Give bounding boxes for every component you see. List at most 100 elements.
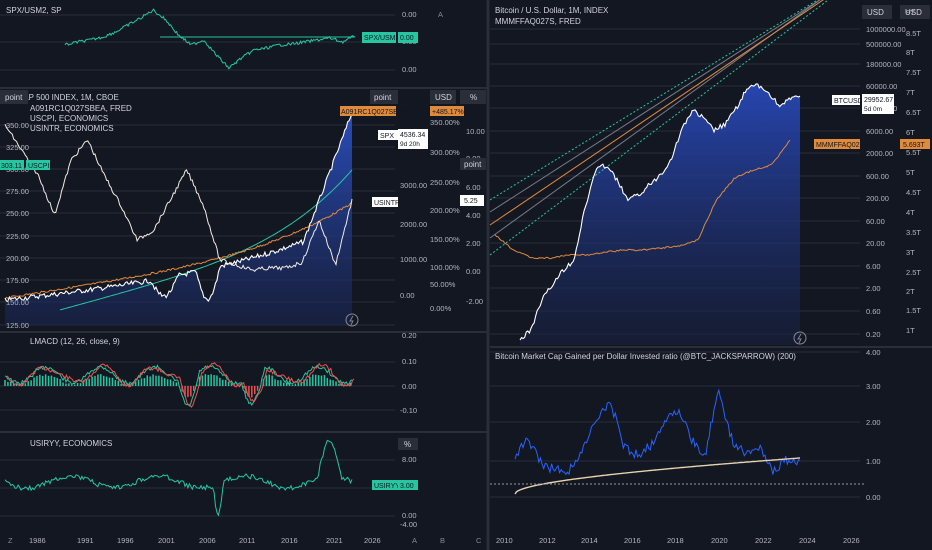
x-tick-label: 2006 xyxy=(199,536,216,545)
y-tick: 0.10 xyxy=(402,357,417,366)
x-tick-label: 2010 xyxy=(496,536,513,545)
point-button-right-label: point xyxy=(464,160,482,169)
t-tick-label: 2.5T xyxy=(906,268,921,277)
t-tick-label: 3.5T xyxy=(906,228,921,237)
spx-m2-line xyxy=(64,8,356,70)
ratio-tick-label: 3.00 xyxy=(866,382,881,391)
x-tick-label: 1986 xyxy=(29,536,46,545)
usiryy-tag xyxy=(372,480,398,490)
left-column: SPX/USM2, SP 0.00 0.00 0.00 SPX/USM2 0.0… xyxy=(0,0,490,550)
usd-button-b-label: USD xyxy=(905,8,922,17)
usiryy-percent-label: % xyxy=(404,440,411,449)
usiryy-percent-button[interactable] xyxy=(398,438,418,450)
pct-tick-label: 50.00% xyxy=(430,280,456,289)
price-tick-label: 2.00 xyxy=(866,284,881,293)
lightning-icon-right[interactable] xyxy=(793,331,807,345)
a091-line xyxy=(60,169,353,311)
spx-countdown: 9d 20h xyxy=(400,141,420,148)
btc-value-tag xyxy=(862,94,894,114)
usd-button-a-label: USD xyxy=(867,8,884,17)
mid-tick-label: 1000.00 xyxy=(400,255,427,264)
right-axis-ticks: 1000000.00 500000.00 180000.00 60000.00 2000… xyxy=(866,8,921,502)
point-button-mid[interactable] xyxy=(370,90,398,104)
ratio-tick-label: 0.00 xyxy=(866,493,881,502)
price-tick-label: 200.00 xyxy=(866,194,889,203)
t-tick-label: 7T xyxy=(906,88,915,97)
t-tick-label: 1.5T xyxy=(906,306,921,315)
left-tick-label: 125.00 xyxy=(6,321,29,330)
x-axis-marker: Z xyxy=(8,536,13,545)
t-tick-label: 5.5T xyxy=(906,148,921,157)
spx-m2-tag-bg xyxy=(362,32,396,43)
y-tick: 0.00 xyxy=(402,511,417,520)
usiryy-line xyxy=(4,439,353,517)
spx-value: 4536.34 xyxy=(400,132,425,139)
usintr-value-tag xyxy=(460,195,484,206)
usd-button-a[interactable] xyxy=(862,5,892,19)
y-tick: 0.00 xyxy=(402,65,417,74)
t-tick-label: 4T xyxy=(906,208,915,217)
y-tick: -0.10 xyxy=(400,406,417,415)
lightning-glyph xyxy=(349,315,354,326)
btc-tag-label: BTCUSD xyxy=(834,98,863,105)
usd-button[interactable] xyxy=(430,90,456,104)
x-tick-label: 2024 xyxy=(799,536,816,545)
lightning-icon[interactable] xyxy=(345,313,359,327)
price-tick-label: 1000000.00 xyxy=(866,25,906,34)
x-tick-label: 2016 xyxy=(281,536,298,545)
usd-button-b[interactable] xyxy=(900,5,930,19)
x-tick-label: 2020 xyxy=(711,536,728,545)
left-tick-label: 275.00 xyxy=(6,187,29,196)
t-tick-label: 9T xyxy=(906,8,915,17)
right-tick-label: 6.00 xyxy=(466,183,481,192)
pct-tick-label: 150.00% xyxy=(430,235,460,244)
y-tick: 0.00 xyxy=(402,382,417,391)
mmm-value-tag xyxy=(900,139,930,149)
spx-m2-tag-value-bg xyxy=(398,32,418,43)
usiryy-value-tag xyxy=(398,480,418,490)
x-tick-label: 2012 xyxy=(539,536,556,545)
uscpi-value: 303.11 xyxy=(1,163,22,170)
left-time-axis: 1986 1991 1996 2001 2006 2011 2016 2021 2026 Z A B C xyxy=(8,536,482,545)
x-axis-marker: A xyxy=(412,536,417,545)
point-button-mid-label: point xyxy=(374,93,392,102)
mid-tick-label: 2000.00 xyxy=(400,220,427,229)
t-tick-label: 6.5T xyxy=(906,108,921,117)
usiryy-panel: USIRYY, ECONOMICS % 8.00 4.00 0.00 -4.00… xyxy=(0,438,418,529)
usintr-line xyxy=(4,124,353,273)
ratio-tick-label: 1.00 xyxy=(866,457,881,466)
pct-tick-label: 350.00% xyxy=(430,118,460,127)
right-tick-label: 10.00 xyxy=(466,127,485,136)
percent-button[interactable] xyxy=(460,90,486,104)
right-tick-label: 0.00 xyxy=(466,267,481,276)
x-tick-label: 2026 xyxy=(843,536,860,545)
right-time-axis: 2010 2012 2014 2016 2018 2020 2022 2024 2026 xyxy=(496,536,860,545)
ratio-sma-line xyxy=(514,457,801,495)
mmm-value: 5.693T xyxy=(903,142,926,149)
t-tick-label: 6T xyxy=(906,128,915,137)
left-tick-label: 250.00 xyxy=(6,209,29,218)
spx-subtitle-1: A091RC1Q027SBEA, FRED xyxy=(30,104,132,113)
spx-subtitle-3: USINTR, ECONOMICS xyxy=(30,124,114,133)
mid-tick-label: 0.00 xyxy=(400,291,415,300)
y-tick: -4.00 xyxy=(400,520,417,529)
btc-subtitle: MMMFFAQ027S, FRED xyxy=(495,17,581,26)
x-tick-label: 2001 xyxy=(158,536,175,545)
t-tick-label: 4.5T xyxy=(906,188,921,197)
right-tick-label: 4.00 xyxy=(466,211,481,220)
left-tick-label: 325.00 xyxy=(6,143,29,152)
macd-histogram xyxy=(4,374,352,398)
x-tick-label: 1996 xyxy=(117,536,134,545)
channel-line xyxy=(489,0,819,201)
y-tick: 0.00 xyxy=(402,10,417,19)
right-tick-label: -2.00 xyxy=(466,297,483,306)
y-tick: 0.20 xyxy=(402,331,417,340)
price-tick-label: 500000.00 xyxy=(866,40,901,49)
point-button-left[interactable] xyxy=(0,90,28,104)
point-button-right[interactable] xyxy=(460,158,486,170)
uscpi-tag xyxy=(26,160,50,170)
pct-tick-label: 200.00% xyxy=(430,206,460,215)
price-tick-label: 0.20 xyxy=(866,330,881,339)
mmm-line xyxy=(494,139,791,260)
